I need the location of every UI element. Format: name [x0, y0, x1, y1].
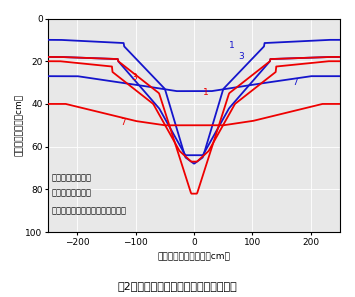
Text: 3: 3	[238, 52, 244, 61]
Text: 疏水材あり：赤線: 疏水材あり：赤線	[51, 174, 91, 183]
Text: 7: 7	[292, 78, 298, 87]
Text: 7: 7	[120, 118, 126, 127]
Text: 疏水材なし：青線: 疏水材なし：青線	[51, 189, 91, 198]
Text: 3: 3	[131, 73, 137, 83]
Text: 1: 1	[229, 41, 235, 50]
Text: 1: 1	[203, 89, 209, 97]
X-axis label: 暗渠中間からの距離（cm）: 暗渠中間からの距離（cm）	[158, 252, 230, 261]
Text: （数字は暗渠排水開始後の日数）: （数字は暗渠排水開始後の日数）	[51, 206, 126, 215]
Y-axis label: 地表からの深さ（cm）: 地表からの深さ（cm）	[15, 94, 24, 156]
Text: 図2　疏水材の有無と地下水位低減効果: 図2 疏水材の有無と地下水位低減効果	[118, 281, 237, 291]
